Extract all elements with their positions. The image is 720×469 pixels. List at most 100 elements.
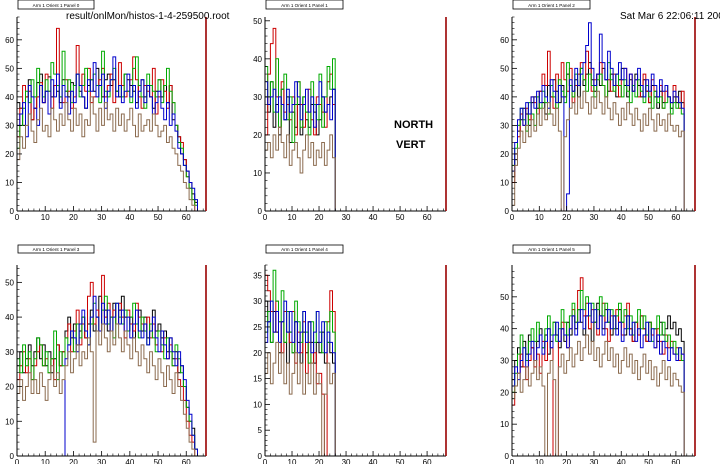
y-tick-label: 0: [258, 207, 263, 216]
y-tick-label: 50: [253, 17, 262, 26]
y-tick-label: 60: [500, 36, 509, 45]
x-tick-label: 0: [510, 213, 515, 222]
panel-title-box: [512, 244, 591, 254]
y-tick-label: 0: [10, 207, 15, 216]
histogram-panel: Arm 1 Orient 1 Panel 2 0 10 20 30 40 50 60 0 10 20…: [500, 0, 696, 222]
x-tick-label: 20: [562, 213, 571, 222]
x-tick-label: 40: [617, 458, 626, 464]
panel-title: Arm 1 Orient 1 Panel 3: [33, 247, 80, 252]
histogram-series-line: [511, 90, 687, 212]
y-tick-label: 0: [258, 452, 263, 461]
y-tick-label: 20: [5, 150, 14, 159]
x-tick-label: 40: [369, 458, 378, 464]
panel-title: Arm 1 Orient 1 Panel 1: [281, 3, 328, 8]
x-tick-label: 10: [41, 458, 50, 464]
y-tick-label: 5: [258, 426, 263, 435]
histogram-series-line: [17, 295, 198, 457]
x-tick-label: 20: [69, 213, 78, 222]
histogram-series-line: [511, 302, 687, 457]
histogram-series-line: [264, 341, 338, 457]
y-tick-label: 30: [500, 121, 509, 130]
histogram-series-line: [264, 126, 338, 212]
x-tick-label: 60: [671, 213, 680, 222]
y-tick-label: 10: [253, 400, 262, 409]
y-tick-label: 40: [5, 313, 14, 322]
histogram-panel: Arm 1 Orient 1 Panel 4 0 10 20 30 40 50 60 0 5 10 1…: [253, 244, 447, 467]
x-tick-label: 60: [423, 458, 432, 464]
annotation-north: NORTH: [394, 119, 434, 131]
x-tick-label: 30: [342, 213, 351, 222]
panel-title-box: [17, 0, 95, 10]
x-tick-label: 10: [288, 213, 297, 222]
panel-title: Arm 1 Orient 1 Panel 0: [33, 3, 80, 8]
x-tick-label: 0: [15, 213, 20, 222]
y-tick-label: 10: [5, 417, 14, 426]
x-tick-label: 20: [69, 458, 78, 464]
histogram-series-line: [264, 300, 338, 457]
x-tick-label: 40: [125, 458, 134, 464]
x-tick-label: 0: [15, 458, 20, 464]
y-tick-label: 20: [253, 131, 262, 140]
x-tick-label: 60: [182, 213, 191, 222]
y-tick-label: 30: [253, 93, 262, 102]
x-tick-label: 30: [97, 458, 106, 464]
y-tick-label: 20: [500, 388, 509, 397]
y-tick-label: 35: [253, 271, 262, 280]
y-tick-label: 10: [253, 169, 262, 178]
x-tick-label: 20: [315, 213, 324, 222]
y-tick-label: 40: [500, 325, 509, 334]
y-tick-label: 0: [505, 452, 510, 461]
histogram-series-line: [511, 334, 687, 457]
x-tick-label: 30: [589, 213, 598, 222]
y-tick-label: 40: [500, 93, 509, 102]
panel-title: Arm 1 Orient 1 Panel 5: [528, 247, 575, 252]
y-tick-label: 30: [500, 357, 509, 366]
y-tick-label: 40: [5, 93, 14, 102]
x-tick-label: 10: [535, 458, 544, 464]
histogram-series-line: [264, 81, 338, 212]
histogram-panel: Arm 1 Orient 1 Panel 1 0 10 20 30 40 50 60 0 10 20…: [253, 0, 447, 222]
x-tick-label: 50: [644, 458, 653, 464]
y-tick-label: 50: [500, 293, 509, 302]
x-tick-label: 50: [396, 213, 405, 222]
y-tick-label: 60: [5, 36, 14, 45]
x-tick-label: 0: [263, 458, 268, 464]
y-tick-label: 30: [5, 348, 14, 357]
y-tick-label: 0: [10, 452, 15, 461]
x-tick-label: 60: [423, 213, 432, 222]
y-tick-label: 20: [500, 150, 509, 159]
y-tick-label: 50: [5, 278, 14, 287]
x-tick-label: 30: [589, 458, 598, 464]
y-tick-label: 20: [5, 383, 14, 392]
panel-title-box: [17, 244, 95, 254]
histogram-series-line: [16, 56, 198, 211]
histogram-panel: Arm 1 Orient 1 Panel 5 0 10 20 30 40 50 60 0 10 20…: [500, 244, 696, 467]
y-tick-label: 10: [500, 178, 509, 187]
panel-title-box: [265, 0, 344, 10]
histogram-series-line: [511, 62, 687, 212]
x-tick-label: 10: [535, 213, 544, 222]
x-tick-label: 30: [342, 458, 351, 464]
x-tick-label: 60: [182, 458, 191, 464]
y-tick-label: 20: [253, 349, 262, 358]
x-tick-label: 30: [97, 213, 106, 222]
annotation-vert: VERT: [396, 139, 426, 151]
x-tick-label: 10: [288, 458, 297, 464]
y-tick-label: 0: [505, 207, 510, 216]
x-tick-label: 20: [315, 458, 324, 464]
x-tick-label: 0: [263, 213, 268, 222]
panel-title-box: [512, 0, 591, 10]
x-tick-label: 40: [369, 213, 378, 222]
x-tick-label: 50: [154, 458, 163, 464]
y-tick-label: 10: [5, 178, 14, 187]
timestamp-label: Sat Mar 6 22:06:11 2009: [620, 11, 720, 22]
x-tick-label: 40: [617, 213, 626, 222]
y-tick-label: 40: [253, 55, 262, 64]
file-name-label: result/onlMon/histos-1-4-259500.root: [66, 11, 230, 22]
y-tick-label: 25: [253, 323, 262, 332]
histogram-panel: Arm 1 Orient 1 Panel 3 0 10 20 30 40 50 60 0 10 20…: [5, 244, 207, 467]
panel-title: Arm 1 Orient 1 Panel 2: [528, 3, 575, 8]
y-tick-label: 30: [5, 121, 14, 130]
